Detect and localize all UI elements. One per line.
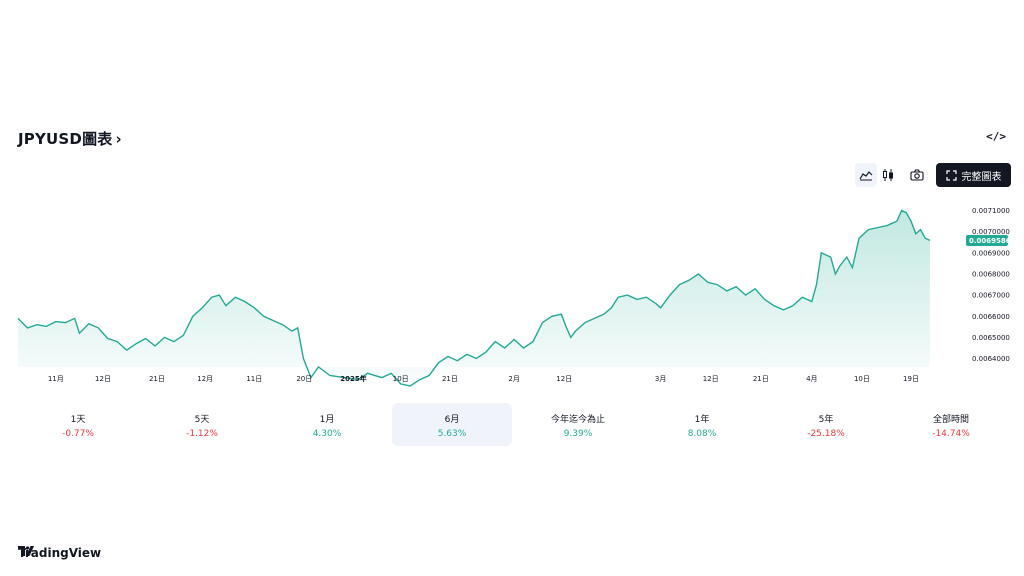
tradingview-logo-text: TradingView <box>18 546 102 560</box>
period-tab[interactable]: 1天 -0.77% <box>18 403 138 446</box>
screenshot-button[interactable] <box>906 163 928 187</box>
chevron-right-icon: › <box>115 130 122 148</box>
period-change: 8.08% <box>687 429 717 439</box>
x-tick-label: 12日 <box>95 375 111 383</box>
tradingview-logo[interactable]: TradingView <box>18 546 101 560</box>
x-tick-label: 2月 <box>508 375 519 383</box>
x-tick-label: 21日 <box>149 375 165 383</box>
fullscreen-icon <box>945 169 957 181</box>
y-tick-label: 0.0071000 <box>972 207 1010 215</box>
period-change: -1.12% <box>186 429 218 439</box>
price-chart[interactable]: 0.0064000 0.0065000 0.0066000 0.0067000 0.00… <box>0 195 1024 560</box>
period-tab[interactable]: 1年 8.08% <box>642 403 762 446</box>
x-tick-label: 4月 <box>806 375 817 383</box>
period-change: 4.30% <box>312 429 342 439</box>
camera-icon <box>910 169 924 181</box>
last-price-label: 0.0069586 <box>969 237 1011 245</box>
chart-title: JPYUSD圖表 <box>18 130 113 148</box>
full-chart-label: 完整圖表 <box>961 171 1002 183</box>
period-label: 5天 <box>194 415 210 425</box>
x-tick-label: 19日 <box>903 375 919 383</box>
x-tick-label: 21日 <box>442 375 458 383</box>
period-label: 全部時間 <box>932 415 969 425</box>
period-label: 1年 <box>694 415 710 425</box>
area-chart-icon <box>859 171 873 181</box>
period-tab[interactable]: 1月 4.30% <box>267 403 387 446</box>
period-selector: 1天 -0.77% 5天 -1.12% 1月 4.30% 6月 5.63% 今年迄今為止 9.39… <box>18 403 1014 447</box>
x-tick-label: 11日 <box>246 375 262 383</box>
code-icon: </> <box>986 130 1006 143</box>
x-tick-label: 11月 <box>48 375 64 383</box>
period-change: -0.77% <box>62 429 94 439</box>
period-tab[interactable]: 5年 -25.18% <box>766 403 886 446</box>
x-tick-label: 10日 <box>854 375 870 383</box>
period-tab[interactable]: 5天 -1.12% <box>142 403 262 446</box>
price-area-fill <box>18 210 930 386</box>
candles-chart-button[interactable] <box>877 163 899 187</box>
period-label: 今年迄今為止 <box>550 415 605 425</box>
period-label: 5年 <box>818 415 834 425</box>
candlestick-icon <box>883 169 893 181</box>
x-tick-label: 2025年 <box>340 374 366 383</box>
last-price-badge <box>966 235 1008 246</box>
period-tab[interactable]: 全部時間 -14.74% <box>891 403 1011 446</box>
y-tick-label: 0.0067000 <box>972 292 1010 300</box>
period-label: 1天 <box>70 415 86 425</box>
y-tick-label: 0.0064000 <box>972 355 1010 363</box>
period-tab[interactable]: 6月 5.63% <box>392 403 512 446</box>
x-tick-label: 12日 <box>703 375 719 383</box>
y-tick-label: 0.0066000 <box>972 313 1010 321</box>
y-tick-label: 0.0065000 <box>972 334 1010 342</box>
price-chart-svg[interactable]: 0.0064000 0.0065000 0.0066000 0.0067000 0.00… <box>0 195 1024 395</box>
x-tick-label: 12日 <box>556 375 572 383</box>
tradingview-logo-icon <box>18 546 34 556</box>
period-change: -14.74% <box>932 429 970 439</box>
x-tick-label: 20日 <box>296 375 312 383</box>
period-change: 9.39% <box>563 429 593 439</box>
y-tick-label: 0.0070000 <box>972 228 1010 236</box>
chart-title-link[interactable]: JPYUSD圖表 › <box>18 128 122 149</box>
period-change: 5.63% <box>437 429 467 439</box>
area-chart-button[interactable] <box>855 163 877 187</box>
period-label: 1月 <box>319 415 335 425</box>
x-tick-label: 21日 <box>753 375 769 383</box>
y-tick-label: 0.0068000 <box>972 271 1010 279</box>
x-tick-label: 3月 <box>655 375 666 383</box>
embed-code-button[interactable]: </> <box>986 130 1006 143</box>
period-tab[interactable]: 今年迄今為止 9.39% <box>518 403 638 446</box>
y-tick-label: 0.0069000 <box>972 249 1010 257</box>
price-line <box>17 209 931 387</box>
period-change: -25.18% <box>807 429 845 439</box>
period-label: 6月 <box>444 415 460 425</box>
full-chart-button[interactable]: 完整圖表 <box>936 163 1011 187</box>
x-tick-label: 10日 <box>393 375 409 383</box>
x-tick-label: 12月 <box>197 375 213 383</box>
